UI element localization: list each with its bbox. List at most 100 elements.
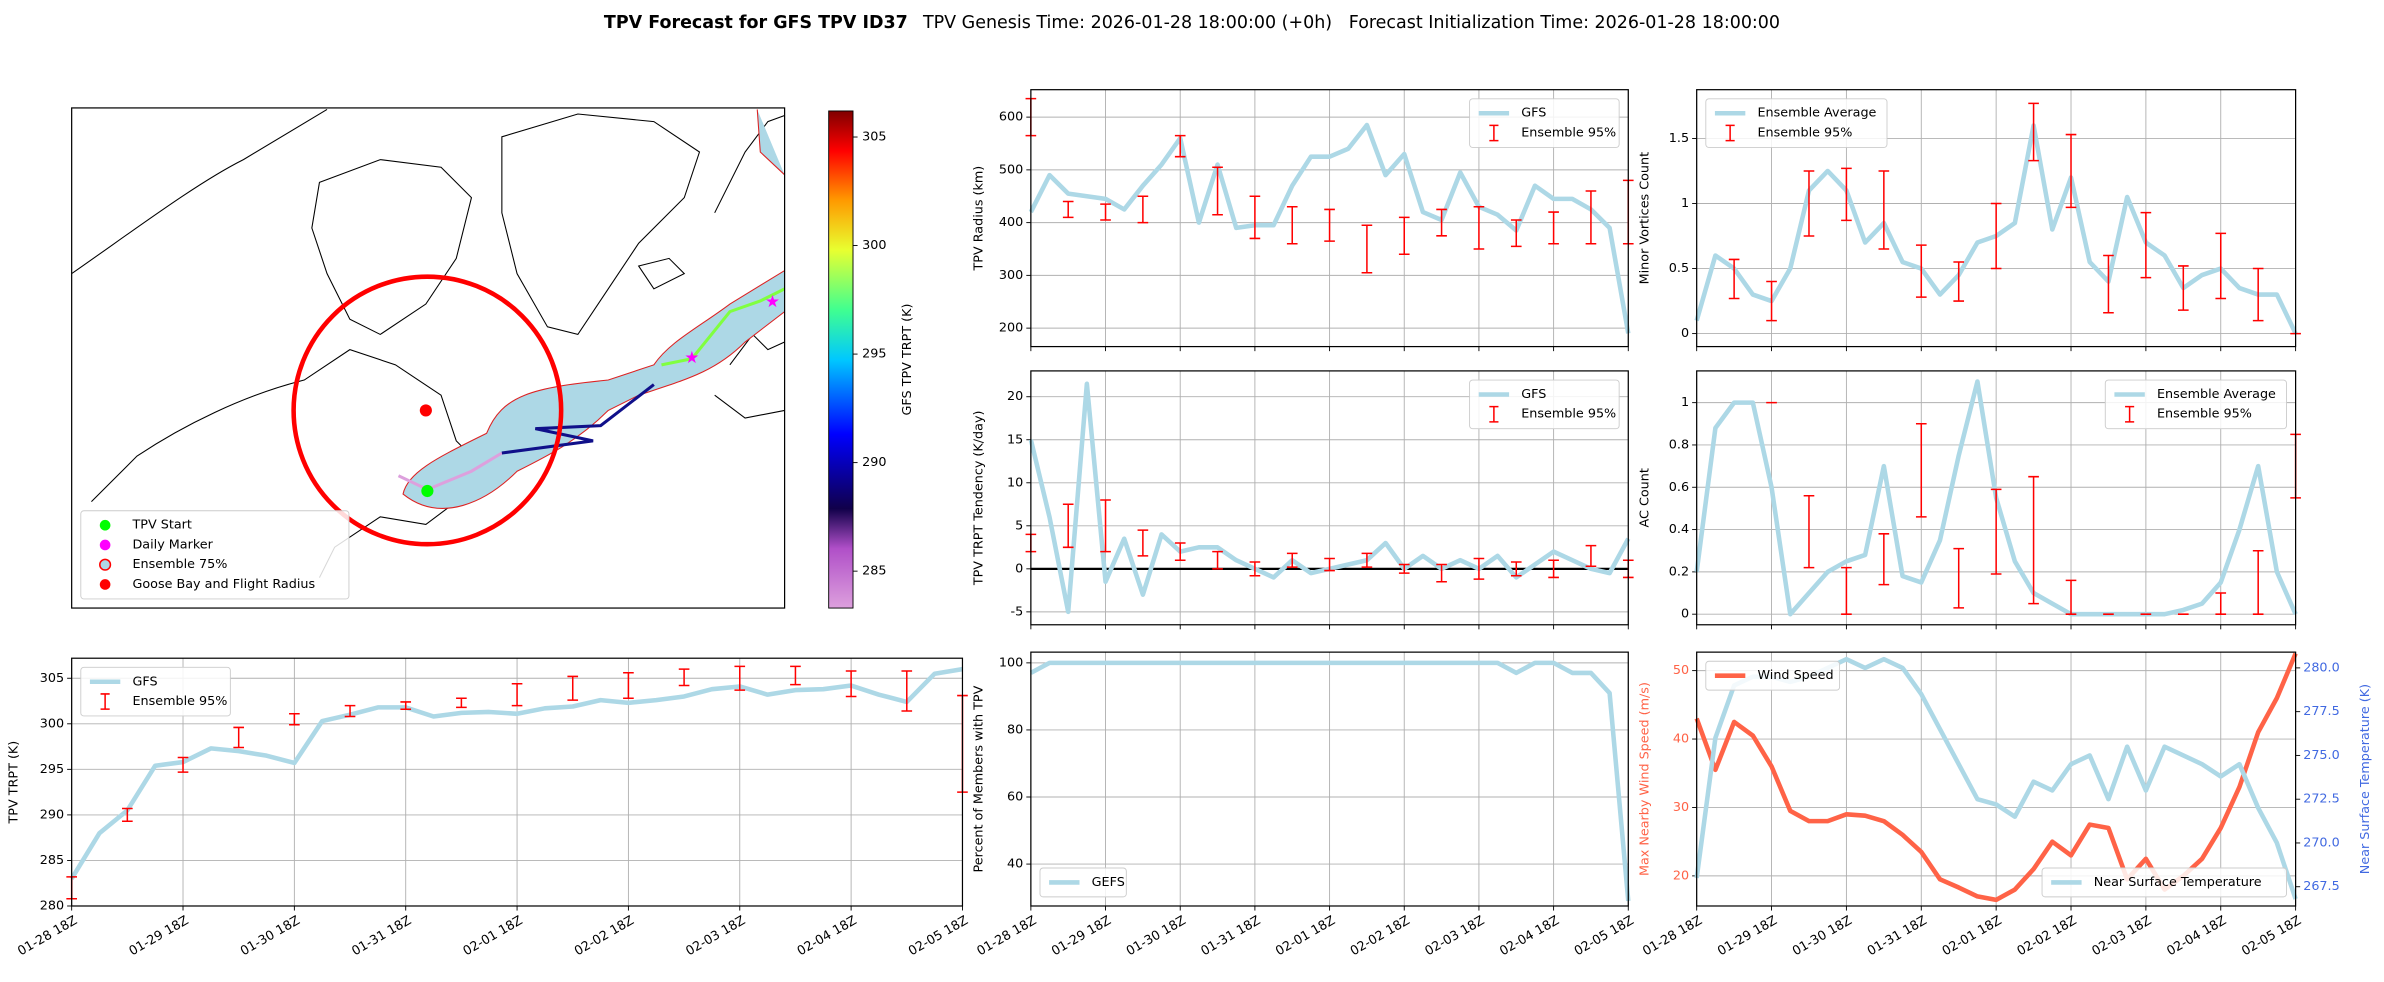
error-bar [1878,533,1890,586]
y-axis-label: TPV TRPT Tendency (K/day) [972,411,987,587]
x-tick-label: 01-30 18Z [1790,913,1855,959]
colorbar-tick-label: 305 [862,130,886,145]
y-tick-label: 200 [999,321,1023,336]
error-bar [1398,563,1410,574]
y-tick-label: 0 [1681,607,1689,622]
y-axis-label: Max Nearby Wind Speed (m/s) [1637,682,1652,876]
error-bar [1212,166,1223,216]
x-tick-label: 01-29 18Z [1715,913,1780,959]
colorbar-label: GFS TPV TRPT (K) [900,304,915,416]
y-tick-label: 400 [999,215,1023,230]
error-bar [1510,219,1522,248]
error-bar [1062,200,1074,219]
error-bar [1473,206,1485,250]
plot-frame [1696,370,2297,626]
y-tick-label: 295 [40,762,64,777]
x-tick-label: 02-01 18Z [1940,913,2005,959]
error-bar [2215,232,2227,300]
legend-box [1705,98,1888,148]
error-bar [2252,549,2264,615]
y-tick-label: 30 [1673,800,1689,815]
error-bar [1548,559,1559,579]
goose-bay [419,404,432,417]
error-bar [1585,544,1597,568]
legend-label: Ensemble Average [1757,106,1876,121]
error-bar [734,665,746,691]
error-bar [1286,552,1298,568]
plot-frame [1030,370,1629,626]
ensemble-area [402,269,785,509]
x-tick-label: 01-28 18Z [15,913,80,959]
error-bar [1436,563,1447,583]
legend-label: Near Surface Temperature [2094,875,2262,890]
y-tick-label: 1 [1681,196,1689,211]
y-tick-label: 300 [999,268,1023,283]
legend-symbol [2125,405,2135,423]
track [397,451,503,492]
y2-tick-label: 277.5 [2303,704,2340,719]
x-tick-label: 02-01 18Z [461,913,526,959]
error-bar [1137,529,1149,557]
legend-label: Ensemble 95% [1521,126,1616,141]
x-tick-label: 02-05 18Z [2239,913,2304,959]
error-bar [511,682,523,707]
y-tick-label: 5 [1015,518,1023,533]
error-bar [2065,579,2077,615]
coastline [311,159,473,336]
y2-tick-label: 270.0 [2303,835,2340,850]
plot-frame [1696,89,2297,348]
series-line [1028,122,1631,334]
ensemble-area [756,109,785,176]
error-bar [2140,211,2152,279]
error-bar [344,704,356,718]
colorbar-tick-label: 295 [862,347,886,362]
y-tick-label: -5 [1011,604,1024,619]
error-bar [678,668,690,687]
error-bar [1953,547,1965,609]
error-bar [1100,499,1111,553]
x-tick-label: 01-31 18Z [1865,913,1930,959]
colorbar-tick-label: 285 [862,564,886,579]
error-bar [1990,488,2002,575]
legend-box [1705,660,1841,691]
error-bar [1212,550,1223,570]
legend-symbol [99,579,111,590]
error-bar [1062,503,1074,549]
x-tick-label: 02-02 18Z [2015,913,2080,959]
coastline [714,115,785,419]
legend-label: Ensemble 95% [1757,126,1852,141]
error-bar [400,701,412,710]
tpv-start [421,484,434,498]
plot-frame [1030,651,1629,907]
error-bar [1324,557,1335,572]
legend-label: Ensemble Average [2157,387,2276,402]
legend-symbol [1489,124,1499,142]
y-tick-label: 15 [1007,432,1023,447]
coastline [71,108,328,275]
error-bar [177,756,189,773]
error-bar [567,675,579,701]
x-tick-label: 02-02 18Z [1348,913,1413,959]
error-bar [1803,170,1815,237]
legend-box [2041,867,2287,898]
error-bar [2177,265,2189,311]
error-bar [289,713,300,726]
error-bar [901,670,913,712]
y2-tick-label: 272.5 [2303,792,2340,807]
series-line [1029,660,1631,902]
map-frame [71,107,786,609]
error-bar [1803,494,1815,569]
x-tick-label: 01-30 18Z [238,913,303,959]
error-bar [2065,133,2077,209]
error-bar [1548,211,1559,245]
legend-label: Ensemble 95% [2157,407,2252,422]
error-bar [1174,542,1186,561]
y-tick-label: 0.5 [1669,261,1689,276]
y-tick-label: 0 [1681,326,1689,341]
y-tick-label: 290 [40,807,64,822]
y-tick-label: 500 [999,162,1023,177]
y-axis-label: AC Count [1637,468,1652,527]
legend-label: GEFS [1092,875,1125,890]
legend-symbol [1489,405,1499,423]
legend-label: Ensemble 95% [132,694,227,709]
